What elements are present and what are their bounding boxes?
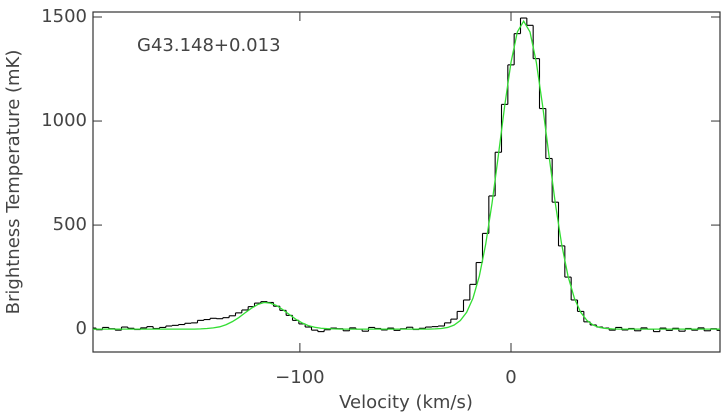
plot-frame <box>92 11 721 353</box>
y-axis-label: Brightness Temperature (mK) <box>3 50 24 315</box>
y-tick-label: 500 <box>53 214 87 235</box>
y-tick-label: 1500 <box>41 6 87 27</box>
fit-line <box>93 19 720 330</box>
x-tick-label: 0 <box>505 367 516 388</box>
spectrum-riser <box>95 18 718 332</box>
annotation: G43.148+0.013 <box>137 35 281 56</box>
y-tick-label: 0 <box>76 318 87 339</box>
x-axis-label: Velocity (km/s) <box>339 392 473 413</box>
x-tick-label: −100 <box>275 367 324 388</box>
y-tick-label: 1000 <box>41 110 87 131</box>
